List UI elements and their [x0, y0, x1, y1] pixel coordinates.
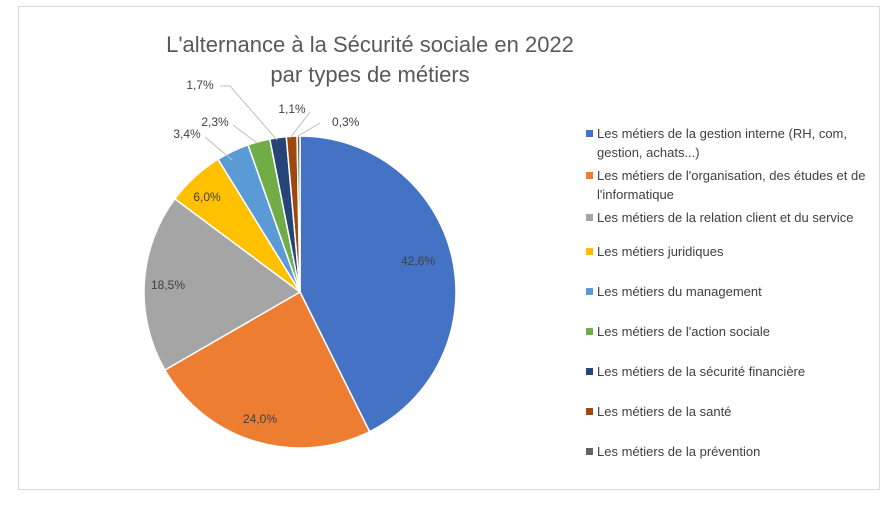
legend-swatch-8 [586, 408, 593, 415]
chart-title-line-1: L'alternance à la Sécurité sociale en 20… [166, 32, 574, 57]
legend-label-6: Les métiers de l'action sociale [597, 324, 771, 339]
legend-item-6: Les métiers de l'action sociale [586, 322, 871, 341]
data-label-5: 3,4% [173, 127, 201, 141]
leader-line-9 [297, 122, 321, 137]
legend-swatch-9 [586, 448, 593, 455]
pie-slice-1 [299, 135, 457, 433]
legend-swatch-3 [586, 214, 593, 221]
legend-label-4: Les métiers juridiques [597, 244, 724, 259]
chart-title-line-2: par types de métiers [270, 62, 470, 87]
legend-item-2: Les métiers de l'organisation, des étude… [586, 166, 871, 204]
legend-item-9: Les métiers de la prévention [586, 442, 871, 461]
legend-label-8: Les métiers de la santé [597, 404, 732, 419]
data-label-6: 2,3% [201, 115, 229, 129]
chart-title: L'alternance à la Sécurité sociale en 20… [160, 30, 580, 90]
data-label-4: 6,0% [193, 190, 221, 204]
legend-item-1: Les métiers de la gestion interne (RH, c… [586, 124, 871, 162]
legend-label-7: Les métiers de la sécurité financière [597, 364, 806, 379]
pie-slice-2 [163, 290, 371, 449]
legend-swatch-5 [586, 288, 593, 295]
legend-item-7: Les métiers de la sécurité financière [586, 362, 871, 381]
data-label-2: 24,0% [243, 412, 277, 426]
leader-line-8 [289, 111, 311, 139]
legend-label-9: Les métiers de la prévention [597, 444, 761, 459]
data-label-3: 18,5% [151, 278, 185, 292]
legend-swatch-7 [586, 368, 593, 375]
pie-slice-3 [143, 197, 302, 372]
legend-swatch-4 [586, 248, 593, 255]
legend-label-5: Les métiers du management [597, 284, 762, 299]
legend-label-3: Les métiers de la relation client et du … [597, 210, 854, 225]
legend-item-8: Les métiers de la santé [586, 402, 871, 421]
legend-label-2: Les métiers de l'organisation, des étude… [597, 168, 866, 202]
legend-item-4: Les métiers juridiques [586, 242, 871, 261]
legend-item-5: Les métiers du management [586, 282, 871, 301]
data-label-7: 1,7% [186, 78, 214, 92]
legend-label-1: Les métiers de la gestion interne (RH, c… [597, 126, 847, 160]
data-label-1: 42,6% [401, 254, 435, 268]
legend-item-3: Les métiers de la relation client et du … [586, 208, 871, 227]
data-label-8: 1,1% [278, 102, 306, 116]
leader-line-6 [232, 124, 258, 144]
legend-swatch-6 [586, 328, 593, 335]
leader-line-5 [204, 136, 233, 161]
legend-swatch-1 [586, 130, 593, 137]
data-label-9: 0,3% [332, 115, 360, 129]
legend-swatch-2 [586, 172, 593, 179]
leader-line-7 [220, 85, 278, 141]
